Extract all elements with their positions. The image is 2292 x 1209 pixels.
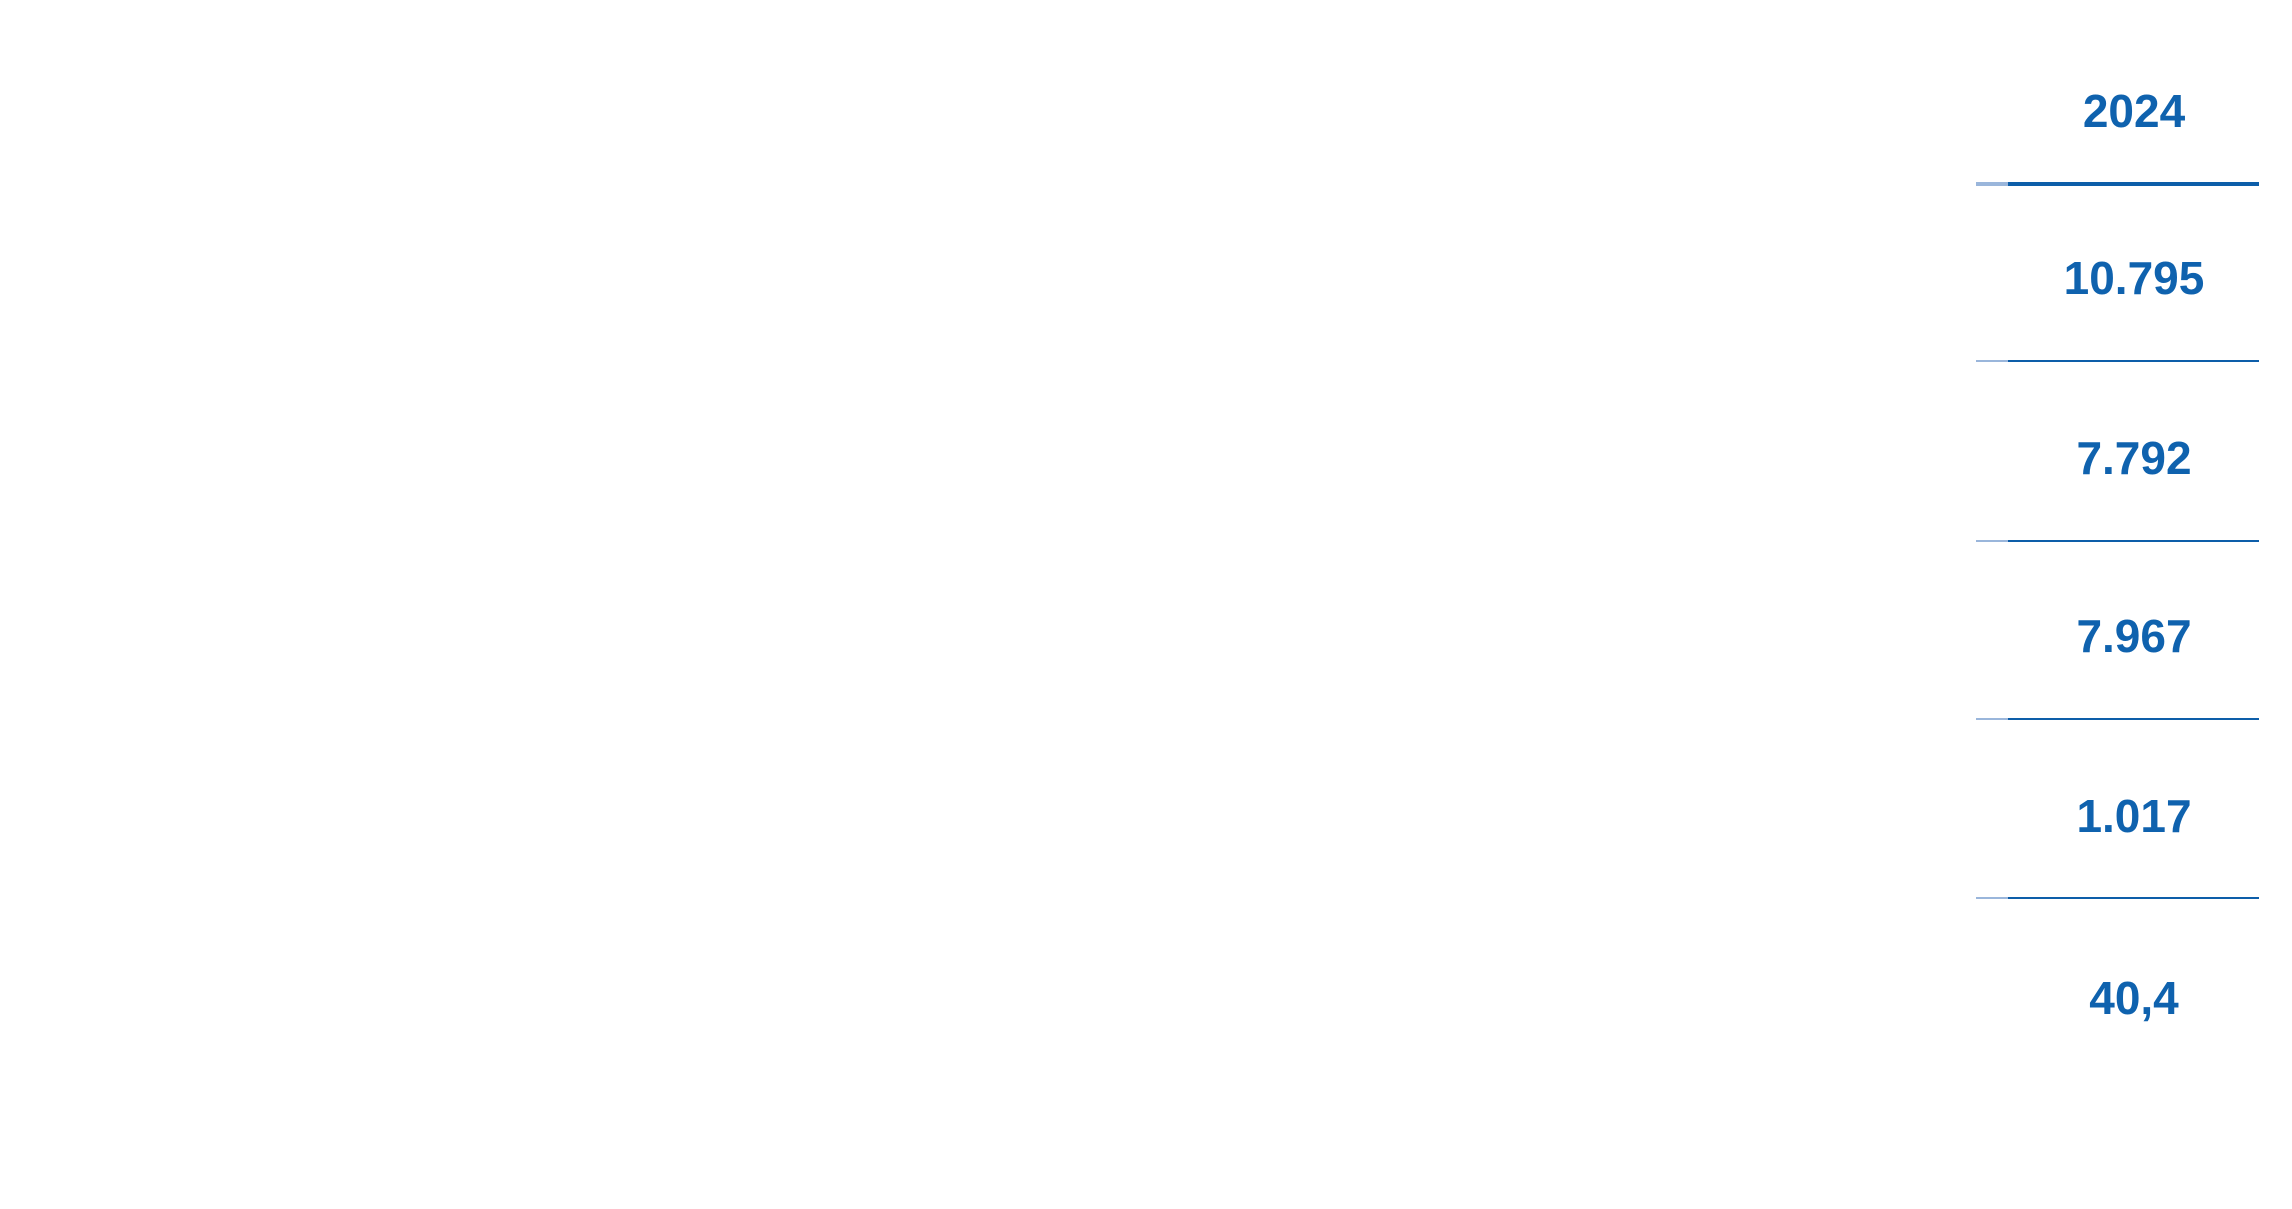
row-rule	[1976, 540, 2259, 542]
row-rule	[1976, 718, 2259, 720]
table-value: 1.017	[2076, 790, 2192, 842]
key-figures-column-2024: 2024 10.795 7.792 7.967 1.017 40,4	[1976, 0, 2292, 1209]
rule-accent-segment	[1976, 540, 2008, 542]
row-rule	[1976, 897, 2259, 899]
table-value: 7.792	[2076, 432, 2192, 484]
rule-accent-segment	[1976, 182, 2008, 186]
rule-accent-segment	[1976, 718, 2008, 720]
row-rule	[1976, 360, 2259, 362]
rule-accent-segment	[1976, 897, 2008, 899]
table-value: 10.795	[2063, 252, 2205, 304]
column-header-year: 2024	[2082, 85, 2186, 137]
rule-accent-segment	[1976, 360, 2008, 362]
table-value: 40,4	[2089, 972, 2179, 1024]
table-value: 7.967	[2076, 610, 2192, 662]
header-rule	[1976, 182, 2259, 186]
